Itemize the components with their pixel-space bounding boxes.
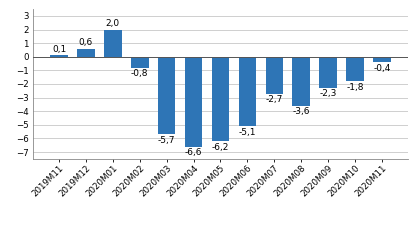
Text: -6,2: -6,2 (212, 143, 229, 152)
Bar (158, 57, 176, 134)
Bar (239, 57, 256, 126)
Text: -0,8: -0,8 (131, 69, 149, 78)
Bar (373, 57, 391, 62)
Bar (131, 57, 149, 68)
Bar (346, 57, 364, 81)
Text: -2,3: -2,3 (319, 89, 337, 99)
Bar (50, 55, 68, 57)
Bar (104, 30, 121, 57)
Bar (265, 57, 283, 94)
Text: -5,7: -5,7 (158, 136, 176, 145)
Text: -3,6: -3,6 (292, 107, 310, 116)
Bar (212, 57, 229, 141)
Bar (292, 57, 310, 106)
Text: -1,8: -1,8 (346, 83, 364, 92)
Text: 0,6: 0,6 (79, 38, 93, 47)
Text: 2,0: 2,0 (106, 19, 120, 28)
Text: 0,1: 0,1 (52, 45, 66, 54)
Bar (77, 49, 95, 57)
Bar (185, 57, 202, 147)
Text: -6,6: -6,6 (185, 148, 202, 157)
Text: -0,4: -0,4 (373, 64, 391, 73)
Text: -2,7: -2,7 (265, 95, 283, 104)
Bar (319, 57, 337, 88)
Text: -5,1: -5,1 (239, 128, 256, 137)
